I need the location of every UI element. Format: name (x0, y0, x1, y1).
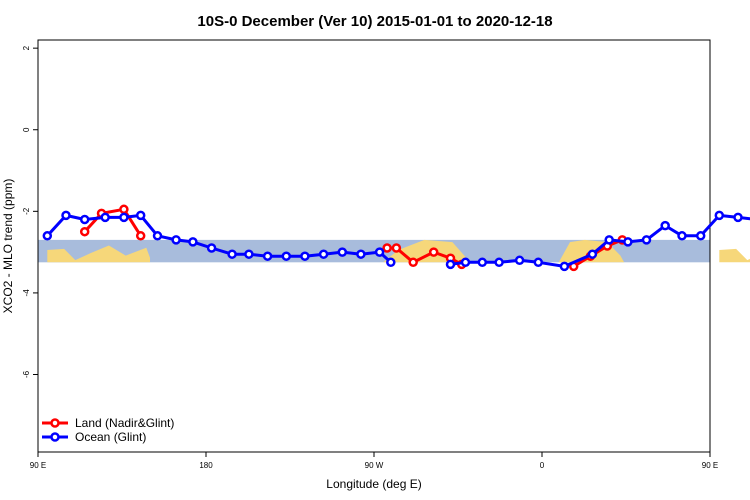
data-point (318, 249, 329, 259)
data-point (300, 251, 310, 261)
y-tick-label: 2 (22, 45, 31, 50)
data-point (623, 237, 633, 247)
data-point (494, 257, 504, 268)
data-point (79, 214, 90, 225)
series-line (83, 207, 142, 237)
chart-title: 10S-0 December (Ver 10) 2015-01-01 to 20… (197, 13, 552, 30)
legend-land-label: Land (Nadir&Glint) (75, 416, 174, 430)
data-point (119, 204, 129, 215)
data-point (227, 249, 237, 259)
data-point (206, 243, 217, 253)
data-point (152, 231, 163, 241)
x-axis-label: Longitude (deg E) (326, 477, 421, 491)
data-point (382, 243, 392, 253)
x-tick-label: 90 W (365, 461, 384, 470)
data-point (391, 243, 402, 253)
land-patch-0 (47, 245, 150, 263)
data-point (714, 210, 725, 221)
y-tick-label: -6 (22, 370, 31, 378)
data-point (477, 257, 488, 268)
x-tick-label: 0 (540, 461, 545, 470)
y-tick-label: -2 (22, 207, 31, 215)
data-point (135, 231, 146, 241)
data-point (386, 257, 396, 268)
data-point (79, 226, 90, 237)
data-point (281, 251, 292, 261)
series-layer (42, 204, 750, 272)
data-point (262, 251, 273, 261)
land-patch-3 (719, 248, 750, 263)
data-point (428, 247, 439, 257)
y-axis-label: XCO2 - MLO trend (ppm) (1, 179, 15, 314)
legend-land-marker (50, 418, 60, 428)
data-point (61, 210, 71, 221)
data-point (374, 247, 385, 257)
data-point (514, 255, 525, 266)
data-point (460, 257, 471, 268)
series-1 (42, 210, 750, 272)
x-tick-label: 90 E (30, 461, 46, 470)
data-point (356, 249, 366, 259)
data-point (641, 235, 652, 245)
data-point (695, 231, 706, 241)
legend-ocean-label: Ocean (Glint) (75, 430, 146, 444)
data-point (337, 247, 348, 257)
data-point (660, 220, 670, 231)
y-tick-label: -4 (22, 289, 31, 297)
legend-ocean-marker (50, 432, 60, 442)
legend: Land (Nadir&Glint) Ocean (Glint) (42, 416, 174, 444)
data-point (135, 210, 146, 221)
x-tick-label: 180 (199, 461, 213, 470)
data-point (244, 249, 254, 259)
series-line (572, 238, 623, 268)
data-point (677, 231, 687, 241)
y-tick-label: 0 (22, 127, 31, 132)
data-point (188, 237, 198, 247)
x-tick-label: 90 E (702, 461, 718, 470)
data-point (42, 231, 53, 241)
data-point (445, 259, 456, 270)
data-point (408, 257, 418, 268)
data-point (171, 235, 181, 245)
data-point (604, 235, 614, 245)
data-point (559, 261, 570, 272)
data-point (100, 212, 110, 223)
axis-ticks: 90 E 180 90 W 0 90 E 2 0 -2 -4 -6 (22, 45, 718, 470)
data-point (587, 249, 598, 259)
data-point (119, 212, 129, 223)
data-point (533, 257, 544, 268)
data-point (733, 212, 743, 223)
